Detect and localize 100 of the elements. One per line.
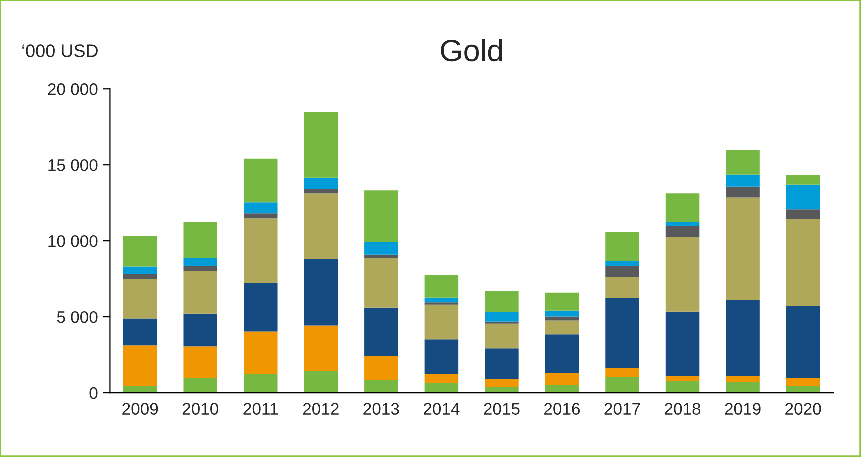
bar <box>364 254 398 258</box>
bar <box>123 318 158 346</box>
bar <box>545 310 580 317</box>
bar <box>304 326 338 372</box>
bar <box>606 298 640 369</box>
bar <box>364 190 398 242</box>
bar <box>244 218 278 284</box>
bar <box>304 259 338 326</box>
bar <box>244 214 278 219</box>
bar <box>304 194 338 260</box>
bar <box>485 387 519 394</box>
x-tick-label: 2011 <box>244 403 278 415</box>
bar <box>184 222 218 258</box>
bar <box>606 266 640 278</box>
bar <box>726 300 760 376</box>
bar <box>726 382 760 394</box>
bar <box>606 368 640 378</box>
bar <box>304 178 338 190</box>
bar <box>244 374 278 394</box>
bar <box>545 334 580 374</box>
bar <box>123 386 158 394</box>
bar <box>666 312 700 376</box>
bar <box>606 232 640 262</box>
bar <box>786 184 820 210</box>
x-tick-label: 2010 <box>182 403 218 415</box>
bar <box>244 202 278 214</box>
y-tick-label: 20 000 <box>48 84 98 96</box>
bar <box>666 222 700 226</box>
bar <box>606 378 640 394</box>
bar <box>364 242 398 255</box>
bar <box>726 376 760 382</box>
bar <box>424 374 459 384</box>
bar <box>424 275 459 298</box>
bar <box>304 112 338 178</box>
bar <box>123 346 158 386</box>
x-tick-label: 2020 <box>786 403 822 415</box>
bar <box>364 308 398 357</box>
y-axis-title: ‘000 USD <box>22 44 98 58</box>
bar <box>184 314 218 347</box>
x-tick-label: 2017 <box>604 403 640 415</box>
bar <box>545 373 580 386</box>
bar <box>485 379 519 388</box>
bar <box>485 291 519 312</box>
bar <box>666 226 700 238</box>
bar <box>726 174 760 187</box>
bar <box>304 189 338 194</box>
bar <box>666 194 700 223</box>
bar <box>123 236 158 267</box>
bar <box>424 298 459 303</box>
bar <box>184 378 218 394</box>
bar <box>123 274 158 280</box>
bar <box>123 279 158 319</box>
bar <box>424 383 459 394</box>
bar <box>666 376 700 382</box>
bar <box>244 283 278 332</box>
bar <box>786 174 820 185</box>
bar <box>364 258 398 308</box>
bar <box>545 292 580 311</box>
bar <box>485 324 519 349</box>
bar <box>726 186 760 198</box>
bar <box>184 346 218 378</box>
x-tick-label: 2014 <box>424 403 460 415</box>
bar <box>726 150 760 175</box>
bar <box>485 312 519 322</box>
x-tick-label: 2012 <box>303 403 339 415</box>
y-tick-label: 10 000 <box>48 235 98 248</box>
bar <box>666 237 700 312</box>
x-tick-label: 2015 <box>484 403 520 415</box>
bar <box>184 266 218 272</box>
bar <box>424 340 459 374</box>
x-tick-label: 2019 <box>725 403 761 415</box>
x-tick-label: 2018 <box>665 403 701 415</box>
y-tick-label: 15 000 <box>48 159 98 172</box>
bar <box>545 385 580 394</box>
bar <box>244 332 278 374</box>
bar <box>424 304 459 340</box>
bar <box>364 356 398 380</box>
y-tick-label: 0 <box>90 387 98 400</box>
x-tick-label: 2013 <box>364 403 400 415</box>
bar <box>666 381 700 394</box>
bar <box>726 198 760 300</box>
bar <box>545 320 580 335</box>
chart-title: Gold <box>441 39 502 62</box>
bar <box>244 158 278 203</box>
bar <box>786 378 820 386</box>
x-tick-label: 2016 <box>544 403 580 415</box>
y-tick-label: 5 000 <box>57 311 98 324</box>
bar <box>545 316 580 321</box>
x-tick-label: 2009 <box>122 403 158 415</box>
bar <box>786 306 820 378</box>
bar <box>786 210 820 220</box>
bar <box>786 219 820 306</box>
bar <box>485 348 519 380</box>
bar <box>606 261 640 266</box>
bar <box>123 266 158 274</box>
bar <box>184 271 218 314</box>
bar <box>184 258 218 266</box>
bar <box>304 371 338 394</box>
bar <box>606 277 640 298</box>
bar <box>364 380 398 394</box>
